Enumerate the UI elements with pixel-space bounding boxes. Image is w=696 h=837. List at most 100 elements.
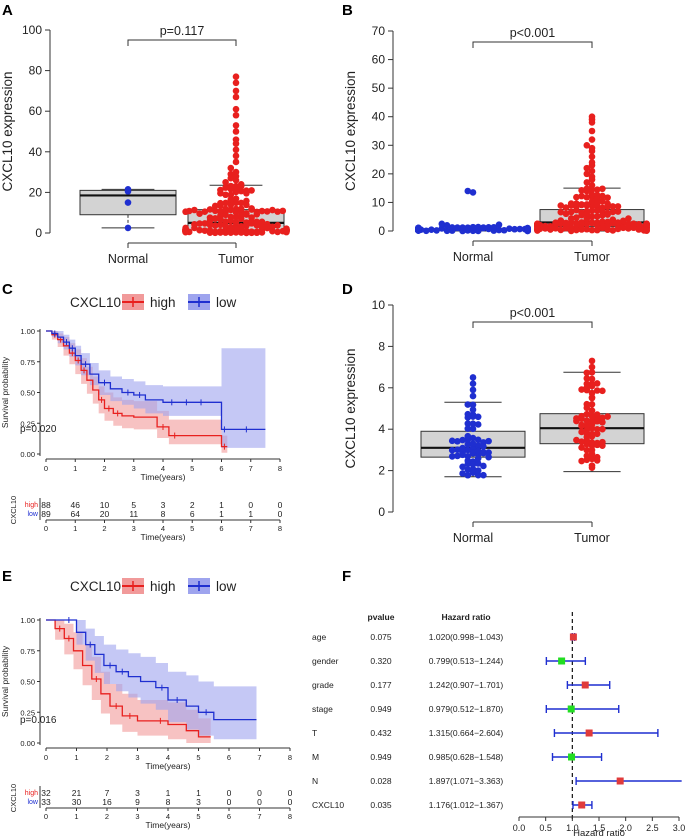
data-point — [593, 425, 601, 433]
data-point — [480, 462, 487, 470]
risk-count-low: 1 — [248, 509, 253, 519]
x-axis-title: Hazard ratio — [573, 828, 625, 837]
p-value-label: p<0.001 — [510, 306, 556, 320]
row-hazard-ratio: 1.020(0.998−1.043) — [429, 632, 504, 642]
risk-count-low: 16 — [102, 797, 112, 807]
y-tick-label: 80 — [29, 64, 43, 78]
row-pvalue: 0.075 — [370, 632, 392, 642]
data-point — [464, 446, 472, 454]
data-point — [578, 211, 585, 219]
data-point — [588, 127, 596, 135]
data-point — [464, 414, 472, 421]
data-point — [583, 141, 591, 149]
data-point — [269, 206, 276, 214]
data-point — [211, 202, 219, 210]
data-point — [232, 158, 240, 166]
row-hazard-ratio: 1.242(0.907−1.701) — [429, 680, 504, 690]
data-point — [552, 224, 559, 232]
row-hazard-ratio: 0.979(0.512−1.870) — [429, 704, 504, 714]
x-tick-label: 7 — [257, 753, 261, 762]
risk-count-high: 7 — [105, 788, 110, 798]
data-point — [588, 167, 596, 175]
data-point — [232, 87, 240, 95]
data-point — [599, 204, 606, 211]
data-point — [625, 220, 632, 228]
data-point — [469, 469, 477, 476]
risk-count-low: 89 — [41, 509, 51, 519]
data-point — [557, 226, 565, 234]
hazard-ratio-marker — [578, 801, 586, 809]
data-point — [573, 200, 580, 207]
data-point — [583, 369, 591, 377]
data-point — [625, 225, 632, 232]
data-point — [248, 229, 255, 237]
row-pvalue: 0.035 — [370, 800, 392, 810]
data-point — [619, 224, 627, 232]
risk-count-high: 88 — [41, 500, 51, 510]
data-point — [248, 214, 255, 221]
data-point — [469, 374, 477, 381]
data-point — [253, 221, 261, 229]
y-tick-label: 0 — [378, 505, 385, 519]
data-point — [588, 417, 596, 424]
data-point — [464, 425, 472, 432]
data-point — [469, 425, 477, 433]
y-tick-label: 0.25 — [20, 419, 35, 428]
y-tick-label: 0.00 — [20, 450, 35, 459]
data-point — [583, 386, 591, 394]
data-point — [124, 199, 132, 206]
panel-label-e: E — [2, 568, 12, 585]
data-point — [448, 453, 456, 460]
data-point — [593, 380, 601, 387]
legend-label-high: high — [150, 579, 176, 594]
row-hazard-ratio: 1.315(0.664−2.604) — [429, 728, 504, 738]
data-point — [588, 455, 596, 463]
x-tick-label: 1 — [73, 464, 77, 473]
data-point — [222, 218, 229, 225]
data-point — [588, 368, 596, 376]
risk-x-tick-label: 5 — [196, 812, 200, 821]
data-point — [196, 226, 203, 234]
legend-label-low: low — [216, 579, 237, 594]
x-tick-label: Normal — [108, 252, 148, 266]
data-point — [263, 220, 271, 228]
data-point — [464, 224, 472, 231]
risk-count-high: 32 — [41, 788, 51, 798]
data-point — [609, 219, 617, 227]
data-point — [567, 208, 575, 216]
y-tick-label: 1.00 — [20, 616, 35, 625]
data-point — [593, 191, 601, 199]
risk-x-tick-label: 3 — [132, 524, 136, 533]
data-point — [614, 225, 622, 233]
y-tick-label: 0.75 — [20, 358, 35, 367]
x-tick-label: Normal — [453, 531, 493, 545]
data-point — [469, 386, 477, 394]
data-point — [222, 184, 229, 191]
data-point — [599, 185, 606, 193]
legend-label-high: high — [150, 295, 176, 310]
row-label: stage — [312, 704, 333, 714]
risk-x-tick-label: 6 — [219, 524, 223, 533]
x-tick-label: 3 — [135, 753, 139, 762]
x-tick-label: 8 — [278, 464, 282, 473]
data-point — [599, 418, 606, 426]
data-point — [573, 436, 580, 444]
x-tick-label: 6 — [227, 753, 231, 762]
y-tick-label: 40 — [372, 110, 386, 124]
significance-bracket — [472, 41, 593, 48]
data-point — [269, 223, 276, 231]
hazard-ratio-marker — [616, 777, 624, 785]
data-point — [274, 228, 281, 236]
y-tick-label: 100 — [22, 23, 42, 37]
risk-count-high: 1 — [166, 788, 171, 798]
data-point — [474, 413, 482, 421]
x-tick-label: 0.5 — [539, 823, 552, 833]
data-point — [593, 387, 601, 394]
data-point — [248, 205, 255, 212]
data-point — [459, 470, 466, 477]
data-point — [583, 220, 591, 228]
data-point — [448, 224, 456, 231]
data-point — [588, 207, 596, 215]
data-point — [593, 200, 601, 208]
col-header-hazard-ratio: Hazard ratio — [441, 612, 490, 622]
